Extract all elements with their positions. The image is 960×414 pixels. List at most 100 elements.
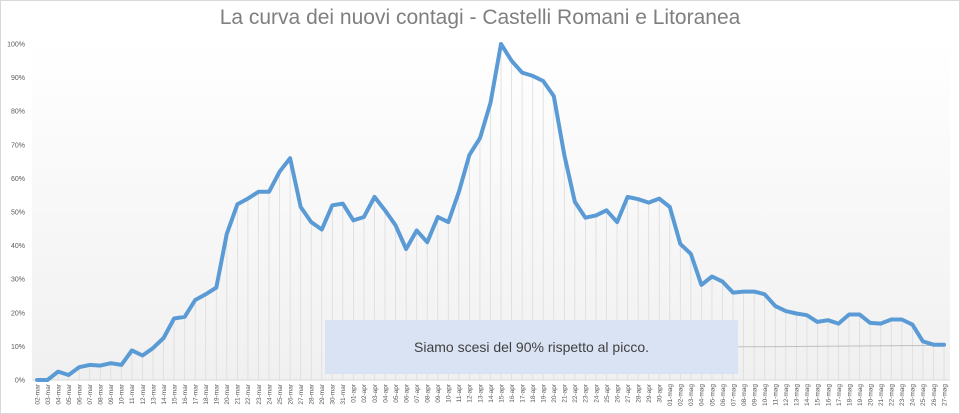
x-tick-label: 25-apr — [604, 383, 611, 403]
x-tick-label: 13-apr — [477, 383, 484, 403]
x-tick-label: 21-mag — [878, 384, 885, 406]
x-tick-label: 04-apr — [382, 383, 389, 403]
y-tick-label: 100% — [7, 42, 25, 49]
x-tick-label: 23-apr — [583, 383, 590, 403]
x-tick-label: 28-mar — [309, 383, 316, 404]
x-tick-label: 21-mar — [235, 383, 242, 404]
annotation-text: Siamo scesi del 90% rispetto al picco. — [414, 339, 649, 355]
x-tick-label: 15-apr — [498, 383, 505, 403]
x-tick-label: 30-apr — [657, 383, 664, 403]
x-tick-label: 29-mar — [319, 383, 326, 404]
x-tick-label: 12-mar — [140, 383, 147, 404]
x-tick-label: 03-mar — [45, 383, 52, 404]
x-tick-label: 08-mar — [98, 383, 105, 404]
x-tick-label: 27-mar — [298, 383, 305, 404]
x-tick-label: 24-mar — [266, 383, 273, 404]
x-tick-label: 21-apr — [562, 383, 569, 403]
x-tick-label: 11-apr — [456, 383, 463, 402]
x-tick-label: 08-apr — [425, 383, 432, 403]
x-tick-label: 25-mag — [920, 384, 927, 406]
x-tick-label: 15-mag — [815, 384, 822, 406]
y-tick-label: 50% — [11, 210, 25, 217]
x-tick-label: 13-mag — [794, 384, 801, 406]
x-tick-label: 25-mar — [277, 383, 284, 404]
x-tick-label: 03-apr — [372, 383, 379, 403]
x-tick-label: 05-apr — [393, 383, 400, 403]
x-tick-label: 02-apr — [361, 383, 368, 403]
x-tick-label: 17-apr — [519, 383, 526, 403]
x-tick-label: 17-mar — [192, 383, 199, 404]
x-tick-label: 06-mag — [720, 384, 727, 406]
x-tick-label: 30-mar — [330, 383, 337, 404]
x-tick-label: 02-mag — [678, 384, 685, 406]
x-tick-label: 11-mar — [129, 383, 136, 404]
x-tick-label: 22-apr — [572, 383, 579, 403]
chart-title: La curva dei nuovi contagi - Castelli Ro… — [219, 6, 741, 29]
x-tick-label: 14-mar — [161, 383, 168, 404]
x-tick-label: 12-apr — [467, 383, 474, 403]
x-tick-label: 20-apr — [551, 383, 558, 403]
x-tick-label: 09-mag — [751, 384, 758, 406]
x-tick-label: 23-mag — [899, 384, 906, 406]
x-tick-label: 20-mag — [867, 384, 874, 406]
x-tick-label: 19-mag — [857, 384, 864, 406]
x-tick-label: 27-apr — [625, 383, 632, 403]
x-tick-label: 03-mag — [688, 384, 695, 406]
x-tick-label: 26-apr — [614, 383, 621, 403]
x-tick-label: 24-apr — [593, 383, 600, 403]
x-tick-label: 26-mag — [931, 384, 938, 406]
y-tick-label: 80% — [11, 109, 25, 116]
y-tick-label: 90% — [11, 75, 25, 82]
x-tick-label: 18-apr — [530, 383, 537, 403]
x-tick-label: 01-mag — [667, 384, 674, 406]
y-tick-label: 0% — [15, 378, 25, 385]
x-tick-label: 16-apr — [509, 383, 516, 403]
x-tick-label: 15-mar — [171, 383, 178, 404]
y-tick-label: 60% — [11, 176, 25, 183]
x-tick-label: 29-apr — [646, 383, 653, 403]
x-tick-label: 06-mar — [76, 383, 83, 404]
x-tick-label: 09-mar — [108, 383, 115, 404]
x-tick-label: 04-mag — [699, 384, 706, 406]
x-tick-label: 11-mag — [773, 384, 780, 406]
x-tick-label: 27-mag — [941, 384, 948, 406]
x-tick-label: 14-apr — [488, 383, 495, 403]
reference-line — [733, 344, 945, 348]
x-tick-label: 31-mar — [340, 383, 347, 404]
y-tick-label: 10% — [11, 344, 25, 351]
x-tick-label: 04-mar — [55, 383, 62, 404]
x-tick-label: 10-mag — [762, 384, 769, 406]
x-tick-label: 24-mag — [910, 384, 917, 406]
x-tick-label: 17-mag — [836, 384, 843, 406]
y-tick-label: 30% — [11, 277, 25, 284]
x-tick-label: 07-apr — [414, 383, 421, 403]
x-tick-label: 20-mar — [224, 383, 231, 404]
x-tick-label: 10-apr — [446, 383, 453, 403]
x-tick-label: 16-mar — [182, 383, 189, 404]
x-tick-label: 07-mar — [87, 383, 94, 404]
x-tick-label: 08-mag — [741, 384, 748, 406]
x-tick-label: 22-mag — [889, 384, 896, 406]
annotation-box: Siamo scesi del 90% rispetto al picco. — [325, 320, 738, 374]
x-tick-label: 10-mar — [119, 383, 126, 404]
x-tick-label: 13-mar — [150, 383, 157, 404]
x-tick-label: 05-mag — [709, 384, 716, 406]
y-tick-label: 40% — [11, 243, 25, 250]
x-tick-label: 19-mar — [214, 383, 221, 404]
x-tick-label: 09-apr — [435, 383, 442, 403]
x-tick-label: 26-mar — [287, 383, 294, 404]
x-tick-label: 19-apr — [541, 383, 548, 403]
x-tick-label: 14-mag — [804, 384, 811, 406]
x-tick-label: 06-apr — [403, 383, 410, 403]
x-tick-label: 18-mar — [203, 383, 210, 404]
x-tick-label: 18-mag — [846, 384, 853, 406]
y-tick-label: 20% — [11, 310, 25, 317]
x-tick-label: 28-apr — [635, 383, 642, 403]
x-tick-label: 01-apr — [351, 383, 358, 403]
y-tick-label: 70% — [11, 142, 25, 149]
x-tick-label: 23-mar — [256, 383, 263, 404]
x-tick-label: 12-mag — [783, 384, 790, 406]
x-tick-label: 07-mag — [730, 384, 737, 406]
x-tick-label: 22-mar — [245, 383, 252, 404]
x-tick-label: 16-mag — [825, 384, 832, 406]
